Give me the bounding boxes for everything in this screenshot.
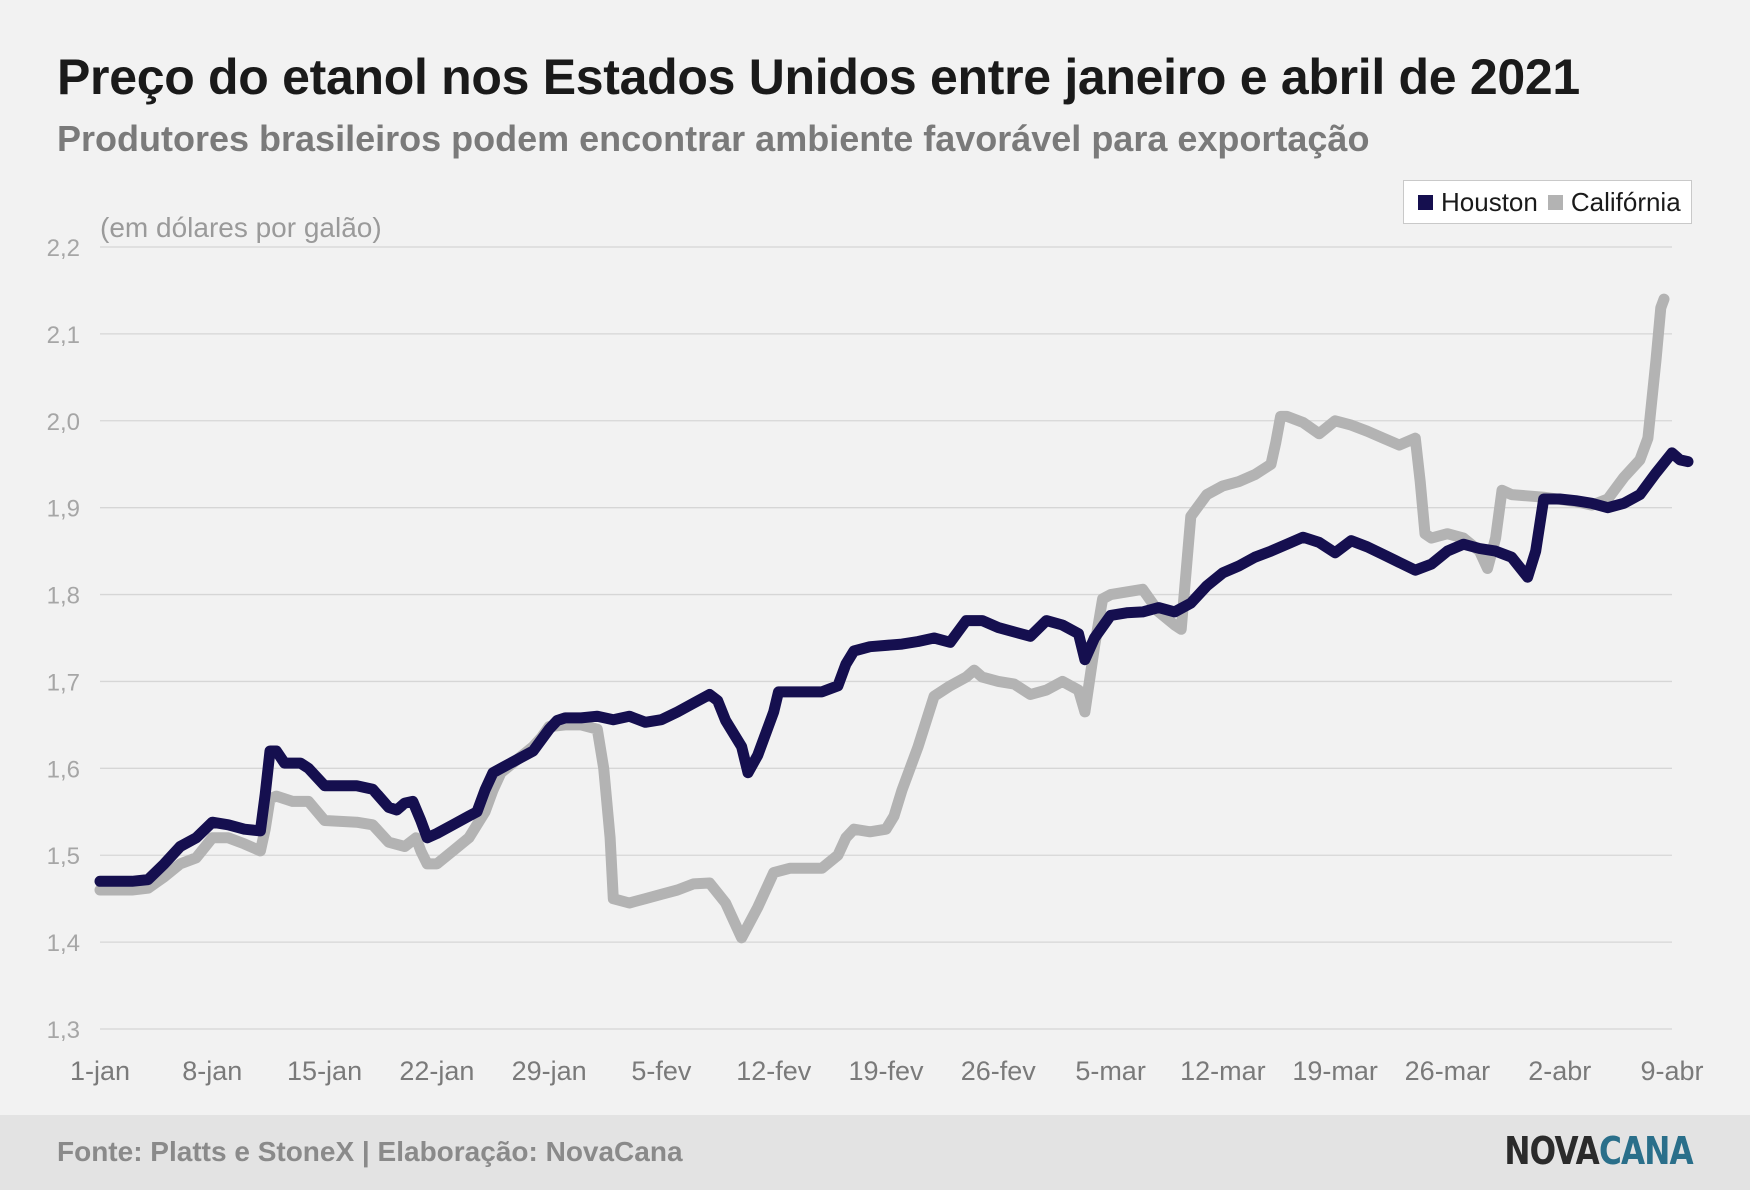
- y-tick-label: 1,7: [47, 669, 80, 696]
- line-chart: 1,3 1,4 1,5 1,6 1,7 1,8 1,9 2,0 2,1 2,2 1-jan 8-jan…: [47, 235, 1704, 1086]
- x-tick-label: 22-jan: [399, 1056, 474, 1086]
- chart-title: Preço do etanol nos Estados Unidos entre…: [57, 49, 1580, 105]
- x-tick-label: 1-jan: [70, 1056, 130, 1086]
- chart-subtitle: Produtores brasileiros podem encontrar a…: [57, 118, 1370, 159]
- x-tick-label: 19-fev: [848, 1056, 924, 1086]
- legend-item-houston: Houston: [1418, 187, 1538, 218]
- x-tick-label: 2-abr: [1528, 1056, 1591, 1086]
- x-tick-label: 8-jan: [182, 1056, 242, 1086]
- y-tick-label: 1,4: [47, 930, 80, 957]
- y-tick-label: 1,3: [47, 1017, 80, 1044]
- x-tick-label: 5-fev: [631, 1056, 692, 1086]
- y-tick-label: 1,8: [47, 583, 80, 610]
- x-tick-label: 12-mar: [1180, 1056, 1266, 1086]
- legend-label-houston: Houston: [1441, 186, 1538, 217]
- y-tick-label: 1,9: [47, 496, 80, 523]
- logo-part-nova: NOVA: [1504, 1129, 1600, 1173]
- y-tick-label: 2,0: [47, 409, 80, 436]
- unit-note: (em dólares por galão): [100, 212, 382, 243]
- source-credit: Fonte: Platts e StoneX | Elaboração: Nov…: [57, 1136, 683, 1167]
- legend-item-california: Califórnia: [1547, 186, 1681, 218]
- x-tick-label: 29-jan: [512, 1056, 587, 1086]
- x-tick-label: 5-mar: [1075, 1056, 1146, 1086]
- legend-swatch-houston: [1418, 194, 1433, 210]
- legend-label-california: Califórnia: [1570, 186, 1681, 217]
- legend-swatch-california: [1547, 194, 1563, 210]
- footer-bar: Fonte: Platts e StoneX | Elaboração: Nov…: [0, 1115, 1750, 1190]
- y-tick-label: 1,6: [47, 756, 80, 783]
- x-tick-label: 12-fev: [736, 1056, 812, 1086]
- x-tick-label: 26-fev: [961, 1056, 1037, 1086]
- x-tick-label: 19-mar: [1292, 1056, 1378, 1086]
- y-tick-label: 2,2: [47, 235, 80, 262]
- x-tick-label: 15-jan: [287, 1056, 362, 1086]
- logo-part-cana: CANA: [1599, 1129, 1694, 1173]
- x-tick-label: 26-mar: [1405, 1056, 1491, 1086]
- chart-legend: Houston Califórnia: [1403, 180, 1692, 224]
- series-line-california: [94, 293, 1670, 944]
- y-tick-label: 1,5: [47, 843, 80, 870]
- y-tick-label: 2,1: [47, 322, 80, 349]
- series-line-houston: [94, 447, 1694, 887]
- x-tick-label: 9-abr: [1640, 1056, 1703, 1086]
- novacana-logo: NOVACANA: [1504, 1129, 1694, 1173]
